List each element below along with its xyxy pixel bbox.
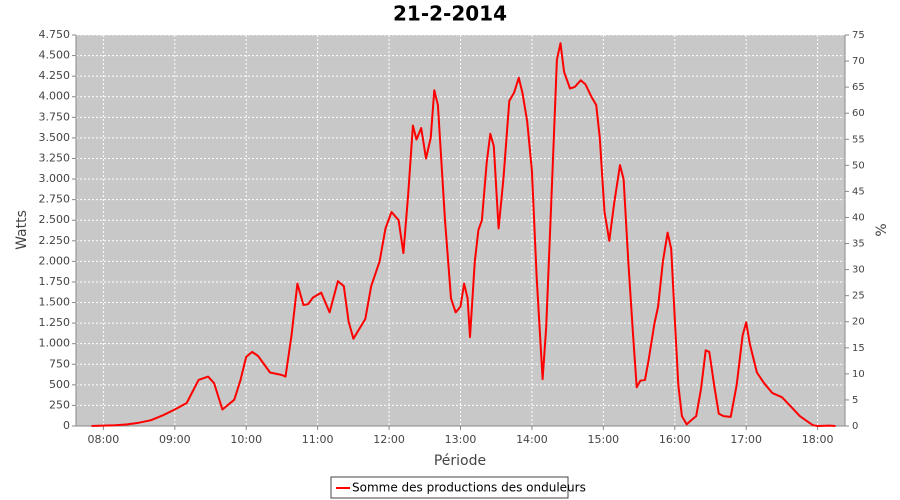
x-tick-label: 10:00 [230,433,262,446]
y2-tick-label: 10 [852,369,865,380]
y2-tick-label: 15 [852,343,865,354]
x-tick-label: 09:00 [159,433,191,446]
y-tick-label: 3.750 [39,110,71,123]
y2-tick-label: 40 [852,212,865,223]
y-tick-label: 1.250 [39,316,71,329]
y-tick-label: 2.250 [39,234,71,247]
y-tick-label: 3.000 [39,172,71,185]
y2-tick-label: 50 [852,160,865,171]
y-axis-label: Watts [14,210,30,250]
x-axis-label: Période [434,453,486,469]
y-tick-label: 1.500 [39,296,71,309]
y-tick-label: 0 [63,419,70,432]
x-tick-label: 14:00 [516,433,548,446]
x-tick-label: 15:00 [587,433,619,446]
y2-tick-label: 20 [852,317,865,328]
x-tick-label: 18:00 [802,433,834,446]
chart-title: 21-2-2014 [393,2,507,26]
y2-tick-label: 0 [852,421,858,432]
y2-tick-label: 65 [852,82,865,93]
y-tick-label: 3.500 [39,131,71,144]
y-tick-label: 4.750 [39,28,71,41]
x-tick-label: 12:00 [373,433,405,446]
x-tick-label: 08:00 [88,433,120,446]
y2-tick-label: 55 [852,134,865,145]
y2-tick-label: 70 [852,56,865,67]
x-tick-label: 17:00 [730,433,762,446]
y-tick-label: 4.250 [39,69,71,82]
y-tick-label: 500 [49,378,70,391]
y-tick-label: 3.250 [39,151,71,164]
x-tick-label: 11:00 [302,433,334,446]
y-tick-label: 2.000 [39,254,71,267]
x-tick-label: 16:00 [659,433,691,446]
y2-tick-label: 35 [852,239,865,250]
y2-tick-label: 60 [852,108,865,119]
legend-box [330,476,569,499]
y-tick-label: 250 [49,398,70,411]
y-tick-label: 1.000 [39,337,71,350]
y2-tick-label: 5 [852,395,858,406]
y2-axis-label: % [874,223,890,236]
x-tick-label: 13:00 [445,433,477,446]
y-tick-label: 2.750 [39,193,71,206]
y-tick-label: 4.500 [39,49,71,62]
y2-tick-label: 30 [852,265,865,276]
legend-label: Somme des productions des onduleurs [352,481,586,495]
y-tick-label: 750 [49,357,70,370]
y-tick-label: 2.500 [39,213,71,226]
y-tick-label: 4.000 [39,90,71,103]
y-tick-label: 1.750 [39,275,71,288]
data-line [91,42,836,427]
y2-tick-label: 25 [852,291,865,302]
y2-tick-label: 45 [852,186,865,197]
y2-tick-label: 75 [852,30,865,41]
